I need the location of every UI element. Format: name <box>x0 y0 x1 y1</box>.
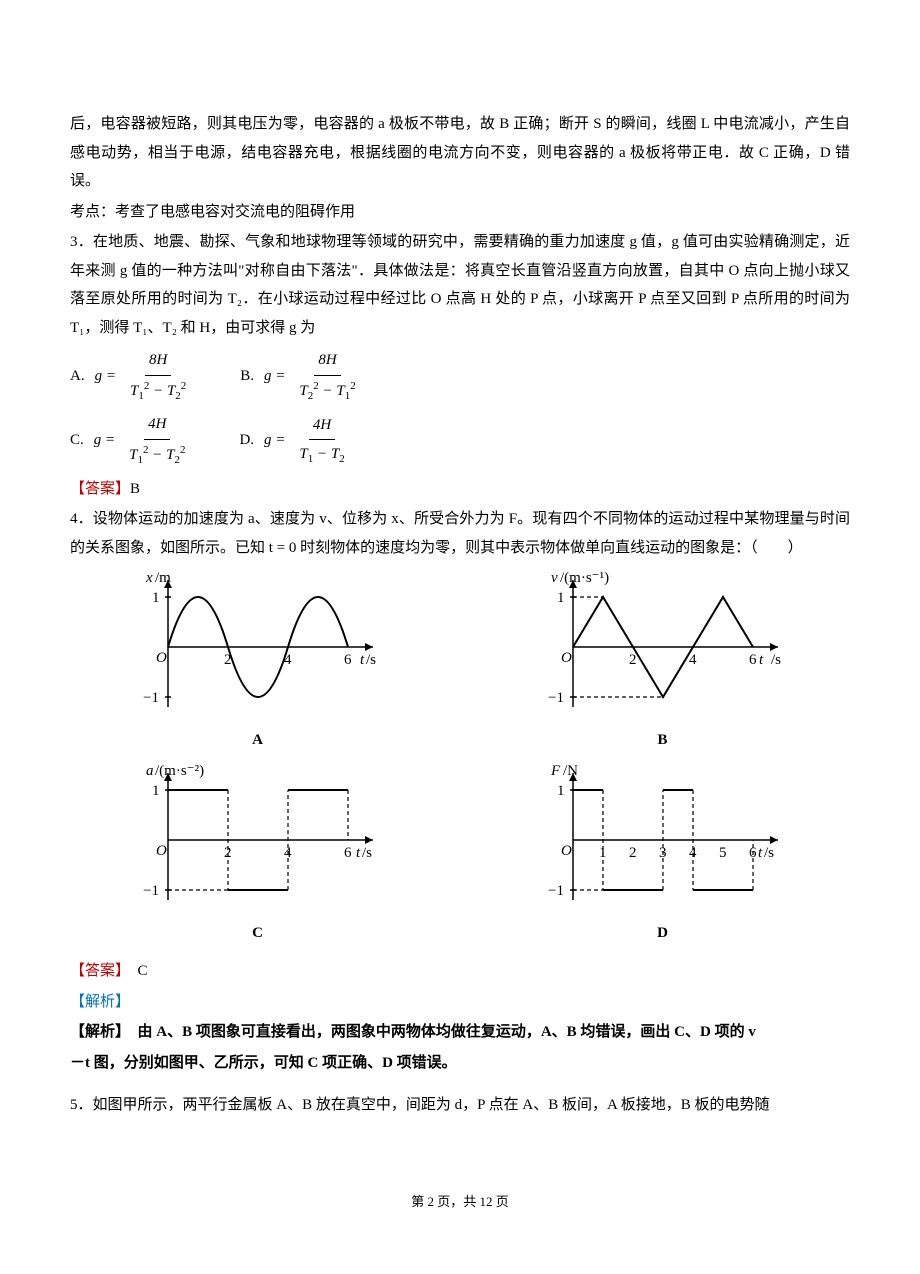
svg-text:−1: −1 <box>548 690 564 706</box>
svg-text:O: O <box>561 650 572 666</box>
svg-text:v: v <box>551 572 558 586</box>
fraction: 4H T1 − T2 <box>295 411 348 470</box>
svg-text:t: t <box>758 845 763 861</box>
chart-B: v/(m·s⁻¹) 1 −1 O 2 4 6 t/s B <box>475 572 850 755</box>
svg-text:−1: −1 <box>143 883 159 899</box>
option-B: B. g = 8H T22 − T12 <box>240 346 359 406</box>
answer-label: 【答案】 <box>70 963 123 979</box>
fraction: 8H T12 − T22 <box>126 346 190 406</box>
svg-text:1: 1 <box>152 590 160 606</box>
svg-text:6: 6 <box>749 845 757 861</box>
svg-text:1: 1 <box>599 845 607 861</box>
chart-label-A: A <box>252 726 263 755</box>
explain-body-2: －t 图，分别如图甲、乙所示，可知 C 项正确、D 项错误。 <box>70 1049 850 1078</box>
svg-text:6: 6 <box>749 652 757 668</box>
svg-text:a: a <box>146 765 154 779</box>
charts-grid: x/m 1 −1 O 2 4 6 t/s A v/(m·s⁻¹) 1 −1 O … <box>70 572 850 947</box>
svg-text:x: x <box>145 572 153 586</box>
answer-value: C <box>123 963 148 979</box>
chart-C: a/(m·s⁻²) 1 −1 O 2 4 6 t/s C <box>70 765 445 948</box>
explain-label: 【解析】 <box>70 988 850 1017</box>
option-label: A. <box>70 362 85 391</box>
svg-text:6: 6 <box>344 652 352 668</box>
fraction: 4H T12 − T22 <box>125 410 189 470</box>
svg-text:4: 4 <box>689 845 697 861</box>
svg-text:/s: /s <box>366 652 376 668</box>
option-A: A. g = 8H T12 − T22 <box>70 346 190 406</box>
paragraph-continuation: 后，电容器被短路，则其电压为零，电容器的 a 极板不带电，故 B 正确；断开 S… <box>70 110 850 196</box>
svg-text:O: O <box>156 843 167 859</box>
option-D: D. g = 4H T1 − T2 <box>239 410 348 470</box>
svg-text:/(m·s⁻¹): /(m·s⁻¹) <box>560 572 609 586</box>
answer-3: 【答案】B <box>70 475 850 504</box>
option-C: C. g = 4H T12 − T22 <box>70 410 189 470</box>
svg-text:/s: /s <box>764 845 774 861</box>
g-eq: g = <box>264 362 285 391</box>
explain-body-1: 【解析】 由 A、B 项图象可直接看出，两图象中两物体均做往复运动，A、B 均错… <box>70 1018 850 1047</box>
chart-D: F/N 1 −1 O 1 2 3 4 5 6 t/s D <box>475 765 850 948</box>
svg-text:4: 4 <box>284 652 292 668</box>
svg-text:/(m·s⁻²): /(m·s⁻²) <box>155 765 204 779</box>
svg-text:1: 1 <box>152 783 160 799</box>
chart-label-B: B <box>657 726 667 755</box>
svg-text:−1: −1 <box>143 690 159 706</box>
formula-row-1: A. g = 8H T12 − T22 B. g = 8H T22 − T12 <box>70 346 850 406</box>
question-5: 5．如图甲所示，两平行金属板 A、B 放在真空中，间距为 d，P 点在 A、B … <box>70 1091 850 1120</box>
option-label: D. <box>239 426 254 455</box>
svg-text:2: 2 <box>224 845 232 861</box>
svg-text:/m: /m <box>155 572 171 586</box>
option-label: B. <box>240 362 254 391</box>
svg-text:−1: −1 <box>548 883 564 899</box>
svg-text:t: t <box>360 652 365 668</box>
answer-4: 【答案】 C <box>70 957 850 986</box>
chart-label-D: D <box>657 919 668 948</box>
page-footer: 第 2 页，共 12 页 <box>70 1190 850 1215</box>
svg-text:4: 4 <box>284 845 292 861</box>
chart-A: x/m 1 −1 O 2 4 6 t/s A <box>70 572 445 755</box>
svg-text:2: 2 <box>629 845 637 861</box>
svg-text:4: 4 <box>689 652 697 668</box>
g-eq: g = <box>264 426 285 455</box>
svg-text:t: t <box>356 845 361 861</box>
g-eq: g = <box>95 362 116 391</box>
answer-value: B <box>130 481 140 497</box>
svg-text:3: 3 <box>659 845 667 861</box>
svg-text:1: 1 <box>557 590 565 606</box>
fraction: 8H T22 − T12 <box>295 346 359 406</box>
svg-text:O: O <box>156 650 167 666</box>
exam-point: 考点：考查了电感电容对交流电的阻碍作用 <box>70 198 850 227</box>
option-label: C. <box>70 426 84 455</box>
svg-text:5: 5 <box>719 845 727 861</box>
svg-text:/N: /N <box>563 765 578 779</box>
svg-text:/s: /s <box>362 845 372 861</box>
svg-text:O: O <box>561 843 572 859</box>
g-eq: g = <box>94 426 115 455</box>
svg-text:1: 1 <box>557 783 565 799</box>
chart-label-C: C <box>252 919 263 948</box>
svg-text:t: t <box>759 652 764 668</box>
question-4: 4．设物体运动的加速度为 a、速度为 v、位移为 x、所受合外力为 F。现有四个… <box>70 505 850 562</box>
formula-row-2: C. g = 4H T12 − T22 D. g = 4H T1 − T2 <box>70 410 850 470</box>
question-3: 3．在地质、地震、勘探、气象和地球物理等领域的研究中，需要精确的重力加速度 g … <box>70 228 850 342</box>
answer-label: 【答案】 <box>70 481 130 497</box>
svg-text:2: 2 <box>629 652 637 668</box>
svg-text:6: 6 <box>344 845 352 861</box>
svg-text:/s: /s <box>771 652 781 668</box>
svg-text:2: 2 <box>224 652 232 668</box>
svg-text:F: F <box>550 765 561 779</box>
